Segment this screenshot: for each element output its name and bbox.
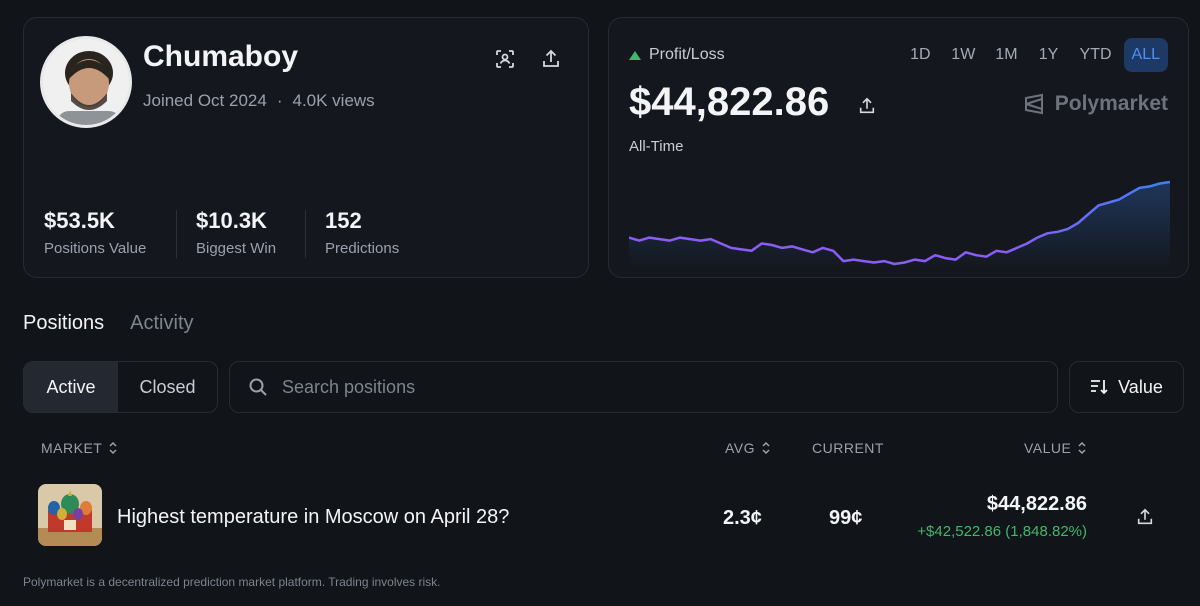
pnl-period: All-Time — [629, 138, 684, 155]
view-count: 4.0K views — [292, 91, 375, 110]
stat-label: Positions Value — [44, 240, 147, 257]
chart-area — [629, 182, 1170, 268]
header-current: CURRENT — [812, 440, 884, 456]
position-gain: +$42,522.86 (1,848.82%) — [917, 523, 1087, 540]
range-ytd[interactable]: YTD — [1079, 46, 1112, 63]
pnl-chart — [629, 180, 1170, 268]
polymarket-icon — [1024, 93, 1043, 115]
profile-meta: Joined Oct 2024 · 4.0K views — [143, 91, 375, 111]
sort-button[interactable]: Value — [1069, 361, 1184, 413]
search-input[interactable] — [282, 376, 982, 398]
avatar[interactable] — [40, 36, 132, 128]
sort-updown-icon — [762, 442, 770, 454]
tab-activity[interactable]: Activity — [130, 312, 194, 334]
sort-icon — [1091, 380, 1108, 395]
username: Chumaboy — [143, 40, 299, 73]
header-label: AVG — [725, 440, 756, 456]
header-label: MARKET — [41, 440, 103, 456]
stat-value: $10.3K — [196, 208, 267, 233]
status-segment: Active Closed — [23, 361, 218, 413]
avg-price: 2.3¢ — [723, 507, 762, 529]
stat-label: Predictions — [325, 240, 400, 257]
range-selector: 1D 1W 1M 1Y YTD ALL — [901, 38, 1168, 72]
share-icon[interactable] — [1131, 503, 1159, 531]
market-title[interactable]: Highest temperature in Moscow on April 2… — [117, 506, 510, 528]
range-1m[interactable]: 1M — [995, 46, 1018, 63]
range-1y[interactable]: 1Y — [1038, 46, 1059, 63]
stat-label: Biggest Win — [196, 240, 277, 257]
sort-label: Value — [1118, 376, 1163, 397]
position-value: $44,822.86 — [986, 493, 1087, 515]
search-icon — [249, 378, 267, 396]
pnl-label: Profit/Loss — [629, 46, 725, 64]
tab-positions[interactable]: Positions — [23, 312, 105, 334]
stat-biggest-win: $10.3K Biggest Win — [196, 208, 276, 257]
table-row[interactable]: Highest temperature in Moscow on April 2… — [23, 473, 1189, 557]
header-value[interactable]: VALUE — [1024, 440, 1087, 456]
header-market[interactable]: MARKET — [41, 440, 118, 456]
market-image — [38, 484, 102, 546]
brand-name: Polymarket — [1054, 92, 1168, 115]
segment-active[interactable]: Active — [24, 362, 119, 412]
share-icon[interactable] — [853, 92, 881, 120]
current-price: 99¢ — [829, 507, 863, 529]
polymarket-logo: Polymarket — [1023, 92, 1168, 116]
header-avg[interactable]: AVG — [725, 440, 771, 456]
stat-predictions: 152 Predictions — [325, 208, 399, 257]
up-triangle-icon — [629, 50, 641, 60]
header-label: VALUE — [1024, 440, 1072, 456]
profile-card: Chumaboy Joined Oct 2024 · 4.0K views $53.… — [23, 17, 589, 278]
separator-dot: · — [276, 91, 283, 110]
search-box — [229, 361, 1058, 413]
range-all[interactable]: ALL — [1123, 38, 1168, 72]
header-label: CURRENT — [812, 440, 884, 456]
joined-date: Joined Oct 2024 — [143, 91, 267, 110]
pnl-value: $44,822.86 — [629, 80, 830, 124]
scan-icon[interactable] — [491, 45, 519, 73]
footer-disclaimer: Polymarket is a decentralized prediction… — [23, 575, 441, 589]
share-icon[interactable] — [537, 45, 565, 73]
pnl-card: Profit/Loss 1D 1W 1M 1Y YTD ALL $44,822.… — [608, 17, 1189, 278]
divider — [305, 210, 306, 258]
range-1d[interactable]: 1D — [910, 46, 931, 63]
sort-updown-icon — [109, 442, 117, 454]
tabs: Positions Activity — [23, 312, 194, 335]
divider — [176, 210, 177, 258]
stat-value: 152 — [325, 208, 362, 233]
sort-updown-icon — [1078, 442, 1086, 454]
chart-series-line — [629, 180, 1170, 266]
range-1w[interactable]: 1W — [951, 46, 976, 63]
stat-positions-value: $53.5K Positions Value — [44, 208, 146, 257]
pnl-label-text: Profit/Loss — [649, 46, 725, 63]
segment-closed[interactable]: Closed — [139, 376, 196, 397]
stat-value: $53.5K — [44, 208, 115, 233]
